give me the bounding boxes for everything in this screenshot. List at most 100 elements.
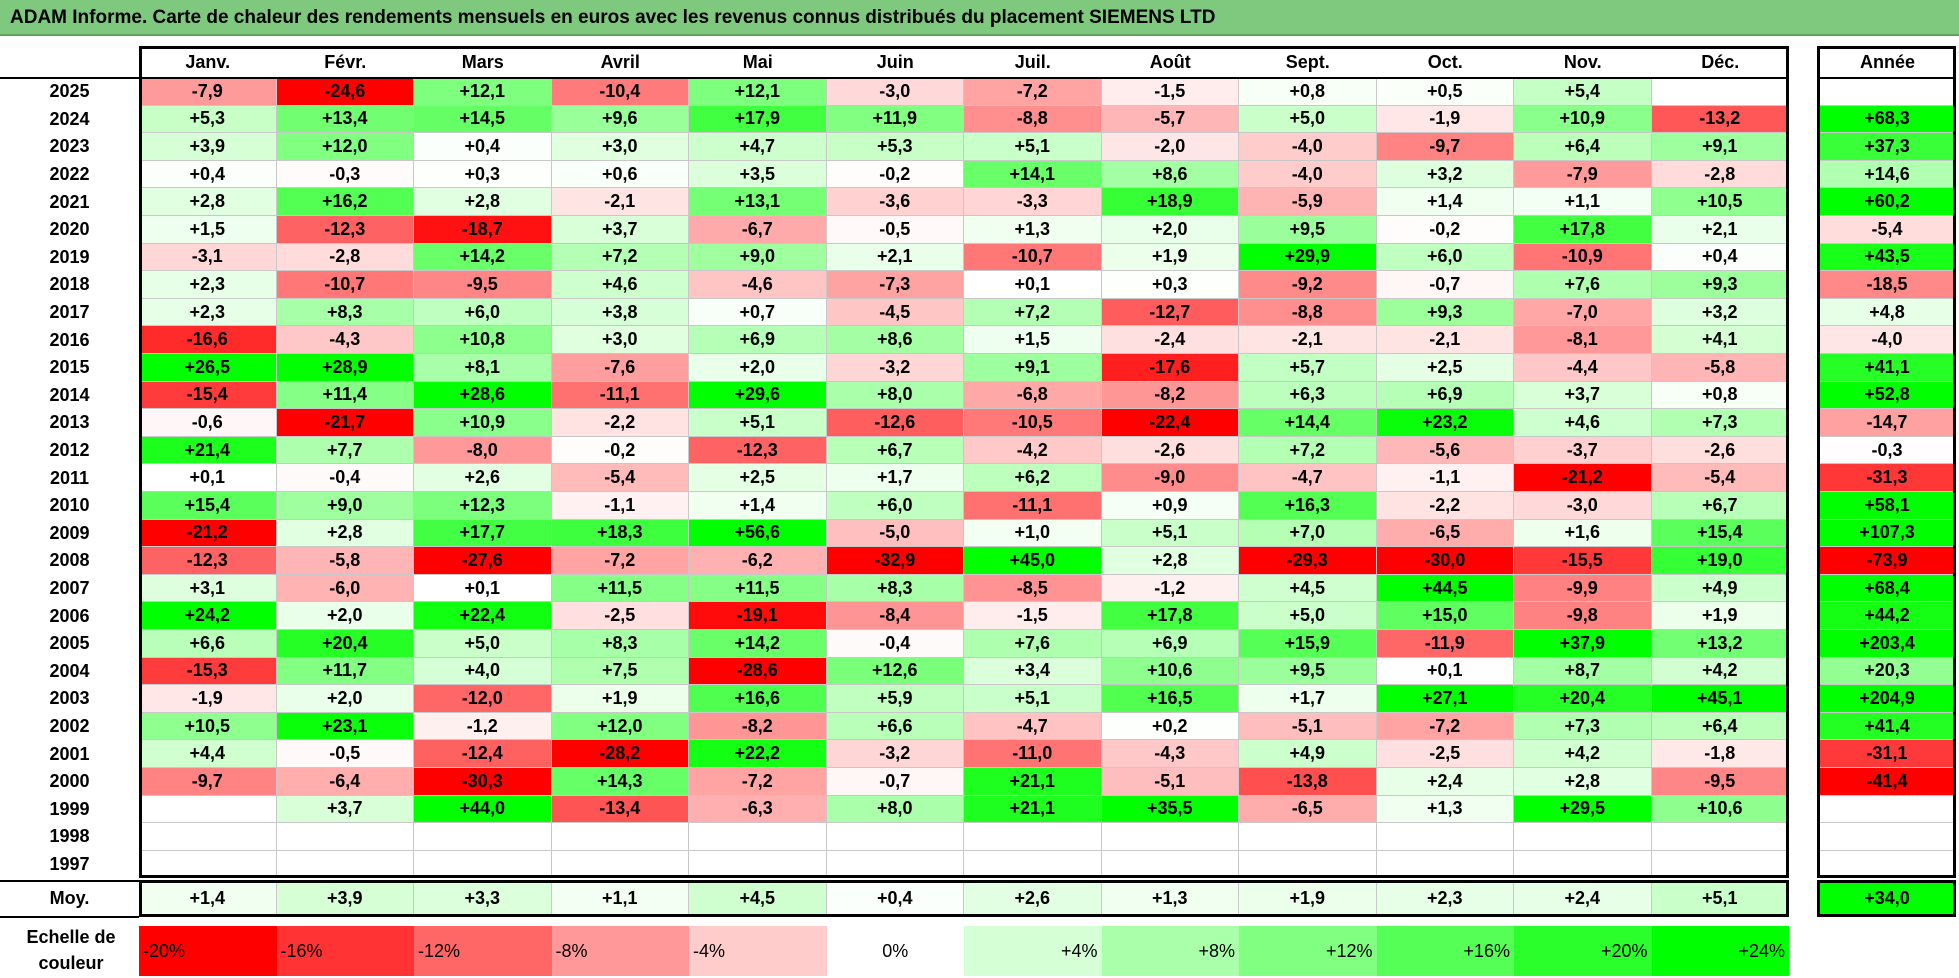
heatmap-cell: +7,0 bbox=[1239, 519, 1377, 548]
heatmap-cell: +9,5 bbox=[1239, 216, 1377, 244]
heatmap-cell: -5,4 bbox=[1651, 464, 1789, 492]
heatmap-cell: -2,1 bbox=[1376, 326, 1514, 354]
heatmap-cell: -12,0 bbox=[414, 685, 552, 713]
heatmap-cell: -15,3 bbox=[139, 657, 277, 686]
heatmap-cell: +15,9 bbox=[1239, 630, 1377, 658]
annual-cell bbox=[1819, 850, 1956, 879]
heatmap-cell: +2,4 bbox=[1376, 768, 1514, 796]
annual-cell: -4,0 bbox=[1819, 326, 1956, 354]
heatmap-cell: +6,6 bbox=[139, 630, 277, 658]
heatmap-cell: -30,3 bbox=[414, 768, 552, 796]
year-total-header: Année bbox=[1859, 51, 1915, 72]
page-title: ADAM Informe. Carte de chaleur des rende… bbox=[10, 7, 1216, 28]
heatmap-cell: +5,4 bbox=[1514, 78, 1652, 106]
heatmap-cell: +14,2 bbox=[689, 630, 827, 658]
heatmap-cell: +23,1 bbox=[276, 712, 414, 741]
scale-step: -4% bbox=[689, 926, 827, 976]
heatmap-cell: -12,4 bbox=[414, 740, 552, 768]
heatmap-cell: -27,6 bbox=[414, 547, 552, 575]
heatmap-cell: -1,5 bbox=[1101, 78, 1239, 106]
heatmap-cell: -22,4 bbox=[1101, 409, 1239, 437]
heatmap-cell: +3,2 bbox=[1651, 298, 1789, 327]
average-cell: +1,9 bbox=[1239, 882, 1377, 915]
heatmap-cell: -9,5 bbox=[1651, 768, 1789, 796]
heatmap-cell: +11,7 bbox=[276, 657, 414, 686]
heatmap-cell: -4,4 bbox=[1514, 354, 1652, 382]
heatmap-cell: -4,3 bbox=[1101, 740, 1239, 768]
heatmap-cell: -0,2 bbox=[551, 436, 689, 465]
heatmap-cell: +10,5 bbox=[139, 712, 277, 741]
heatmap-cell: +0,2 bbox=[1101, 712, 1239, 741]
heatmap-cell: +5,0 bbox=[1239, 105, 1377, 134]
year-label: 2022 bbox=[49, 164, 90, 185]
heatmap-cell: -9,9 bbox=[1514, 574, 1652, 603]
heatmap-cell: +5,3 bbox=[139, 105, 277, 134]
heatmap-cell: -4,7 bbox=[1239, 464, 1377, 492]
heatmap-cell: +8,3 bbox=[276, 298, 414, 327]
heatmap-cell: +8,3 bbox=[826, 574, 964, 603]
heatmap-cell: +0,4 bbox=[414, 133, 552, 161]
heatmap-cell: +9,5 bbox=[1239, 657, 1377, 686]
scale-step: +20% bbox=[1514, 926, 1652, 976]
year-label: 2016 bbox=[49, 329, 90, 350]
heatmap-cell: -0,4 bbox=[276, 464, 414, 492]
heatmap-cell: +6,3 bbox=[1239, 381, 1377, 410]
heatmap-cell: -8,2 bbox=[1101, 381, 1239, 410]
heatmap-cell bbox=[1239, 850, 1377, 879]
heatmap-cell: -6,0 bbox=[276, 574, 414, 603]
heatmap-cell: +9,1 bbox=[1651, 133, 1789, 161]
heatmap-cell: +1,3 bbox=[964, 216, 1102, 244]
annual-cell: +68,3 bbox=[1819, 105, 1956, 134]
heatmap-cell: +6,0 bbox=[826, 492, 964, 520]
heatmap-cell: +3,1 bbox=[139, 574, 277, 603]
heatmap-cell: -3,3 bbox=[964, 188, 1102, 216]
heatmap-cell: -1,5 bbox=[964, 602, 1102, 630]
heatmap-cell: -9,2 bbox=[1239, 271, 1377, 299]
heatmap-cell: +12,6 bbox=[826, 657, 964, 686]
heatmap-cell: +4,7 bbox=[689, 133, 827, 161]
heatmap-cell: +13,1 bbox=[689, 188, 827, 216]
year-label: 2025 bbox=[49, 81, 90, 102]
heatmap-cell: -30,0 bbox=[1376, 547, 1514, 575]
heatmap-cell: +0,1 bbox=[414, 574, 552, 603]
annual-cell: -31,1 bbox=[1819, 740, 1956, 768]
annual-cell: +44,2 bbox=[1819, 602, 1956, 630]
heatmap-cell: -9,7 bbox=[1376, 133, 1514, 161]
heatmap-cell bbox=[551, 823, 689, 851]
year-label: 2013 bbox=[49, 412, 90, 433]
heatmap-cell: +1,9 bbox=[1101, 243, 1239, 272]
heatmap-cell: -1,2 bbox=[414, 712, 552, 741]
year-label: 2006 bbox=[49, 605, 90, 626]
heatmap-cell: -6,8 bbox=[964, 381, 1102, 410]
heatmap-cell: -7,2 bbox=[1376, 712, 1514, 741]
heatmap-cell: +6,7 bbox=[1651, 492, 1789, 520]
month-header: Avril bbox=[600, 51, 640, 72]
heatmap-cell: +4,9 bbox=[1651, 574, 1789, 603]
heatmap-cell: +10,8 bbox=[414, 326, 552, 354]
heatmap-cell bbox=[276, 850, 414, 879]
heatmap-cell: -7,2 bbox=[551, 547, 689, 575]
heatmap-cell: +1,1 bbox=[1514, 188, 1652, 216]
annual-cell bbox=[1819, 795, 1956, 824]
heatmap-cell: +1,3 bbox=[1376, 795, 1514, 824]
heatmap-cell: +2,8 bbox=[1514, 768, 1652, 796]
heatmap-cell: -3,1 bbox=[139, 243, 277, 272]
heatmap-cell: +44,5 bbox=[1376, 574, 1514, 603]
heatmap-cell: -10,7 bbox=[276, 271, 414, 299]
heatmap-cell: +7,3 bbox=[1514, 712, 1652, 741]
heatmap-cell: +5,1 bbox=[964, 685, 1102, 713]
heatmap-cell: +0,1 bbox=[1376, 657, 1514, 686]
heatmap-cell: +9,6 bbox=[551, 105, 689, 134]
heatmap-cell bbox=[551, 850, 689, 879]
heatmap-cell: +1,7 bbox=[826, 464, 964, 492]
heatmap-cell: +2,0 bbox=[276, 602, 414, 630]
heatmap-cell: +10,9 bbox=[414, 409, 552, 437]
heatmap-cell: +10,6 bbox=[1651, 795, 1789, 824]
heatmap-cell: -9,5 bbox=[414, 271, 552, 299]
heatmap-cell: +9,3 bbox=[1376, 298, 1514, 327]
heatmap-cell: -19,1 bbox=[689, 602, 827, 630]
heatmap-cell: -17,6 bbox=[1101, 354, 1239, 382]
heatmap-cell: -1,8 bbox=[1651, 740, 1789, 768]
heatmap-cell: -13,8 bbox=[1239, 768, 1377, 796]
heatmap-cell: +6,9 bbox=[689, 326, 827, 354]
